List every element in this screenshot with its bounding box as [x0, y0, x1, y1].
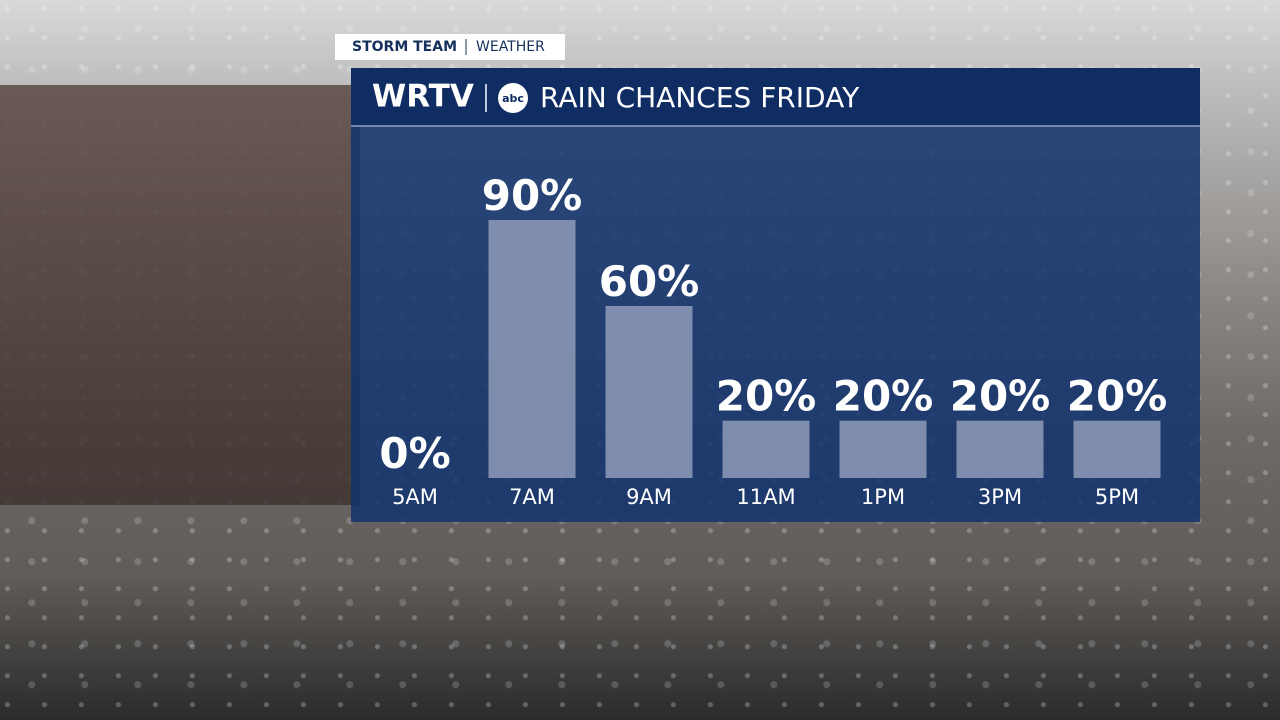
value-label: 20%	[950, 372, 1051, 421]
x-tick-label: 1PM	[861, 485, 905, 509]
chart-title: RAIN CHANCES FRIDAY	[540, 81, 860, 114]
background-building	[0, 85, 360, 505]
bar	[488, 219, 576, 478]
tag-bold: STORM TEAM	[352, 39, 457, 55]
x-tick-label: 11AM	[736, 485, 795, 509]
logo-circle	[498, 83, 528, 113]
x-tick-label: 3PM	[978, 485, 1022, 509]
x-tick-label: 5PM	[1095, 485, 1139, 509]
value-label: 20%	[833, 372, 934, 421]
value-label: 20%	[716, 372, 817, 421]
value-label: 20%	[1067, 372, 1168, 421]
bar	[956, 420, 1044, 478]
station: WRTV	[372, 79, 474, 115]
bar	[839, 420, 927, 478]
tag-box	[335, 34, 565, 60]
x-tick-label: 7AM	[509, 485, 555, 509]
value-label: 0%	[379, 429, 450, 478]
value-label: 60%	[599, 257, 700, 306]
header	[351, 68, 1200, 126]
tag-light: WEATHER	[476, 39, 545, 55]
x-tick-label: 5AM	[392, 485, 438, 509]
bar	[1073, 420, 1161, 478]
value-label: 90%	[482, 171, 583, 220]
bar	[605, 305, 693, 478]
x-tick-label: 9AM	[626, 485, 672, 509]
bar	[722, 420, 810, 478]
network: abc	[502, 92, 524, 105]
